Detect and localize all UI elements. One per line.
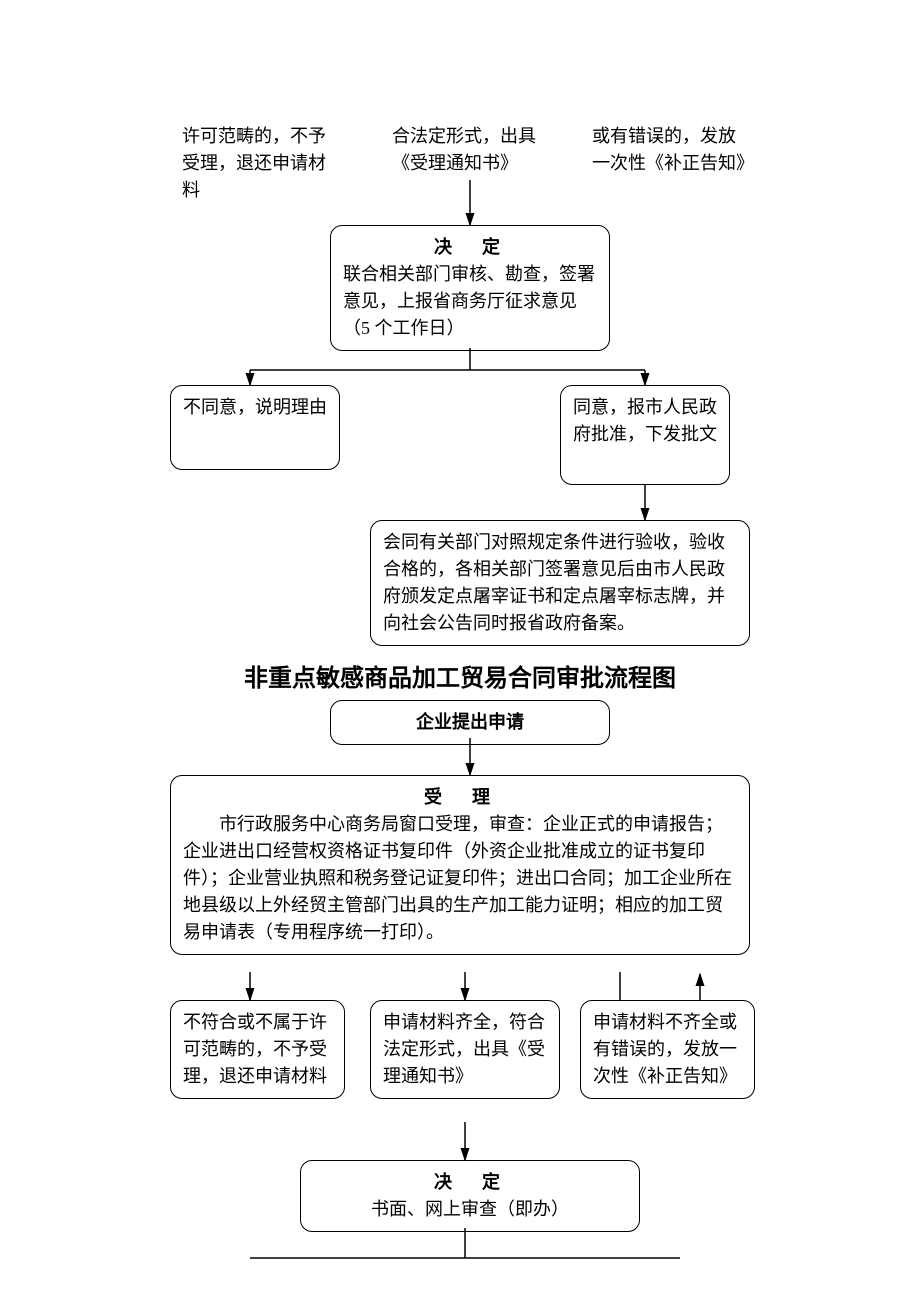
bottom-decision-box: 决 定 书面、网上审查（即办） [300,1160,640,1232]
agree-box: 同意，报市人民政府批准，下发批文 [560,385,730,485]
bottom-decision-title: 决 定 [313,1169,627,1196]
apply-box: 企业提出申请 [330,700,610,745]
top-decision-title: 决 定 [343,234,597,261]
accept-body: 市行政服务中心商务局窗口受理，审查：企业正式的申请报告；企业进出口经营权资格证书… [183,811,737,946]
top-right-box: 或有错误的，发放一次性《补正告知》 [580,115,760,185]
top-decision-body: 联合相关部门审核、勘查，签署意见，上报省商务厅征求意见（5 个工作日） [343,261,597,342]
final-box: 会同有关部门对照规定条件进行验收，验收合格的，各相关部门签署意见后由市人民政府颁… [370,520,750,646]
bottom-left-box: 不符合或不属于许可范畴的，不予受理，退还申请材料 [170,1000,345,1099]
top-decision-box: 决 定 联合相关部门审核、勘查，签署意见，上报省商务厅征求意见（5 个工作日） [330,225,610,351]
bottom-right-box: 申请材料不齐全或有错误的，发放一次性《补正告知》 [580,1000,755,1099]
flow-arrows [0,0,920,1302]
top-left-box: 许可范畴的，不予受理，退还申请材料 [170,115,340,212]
accept-box: 受 理 市行政服务中心商务局窗口受理，审查：企业正式的申请报告；企业进出口经营权… [170,775,750,955]
main-title: 非重点敏感商品加工贸易合同审批流程图 [170,658,750,693]
disagree-box: 不同意，说明理由 [170,385,340,470]
bottom-mid-box: 申请材料齐全，符合法定形式，出具《受理通知书》 [370,1000,560,1099]
bottom-decision-body: 书面、网上审查（即办） [313,1196,627,1223]
top-mid-box: 合法定形式，出具《受理通知书》 [380,115,560,185]
accept-title: 受 理 [183,784,737,811]
